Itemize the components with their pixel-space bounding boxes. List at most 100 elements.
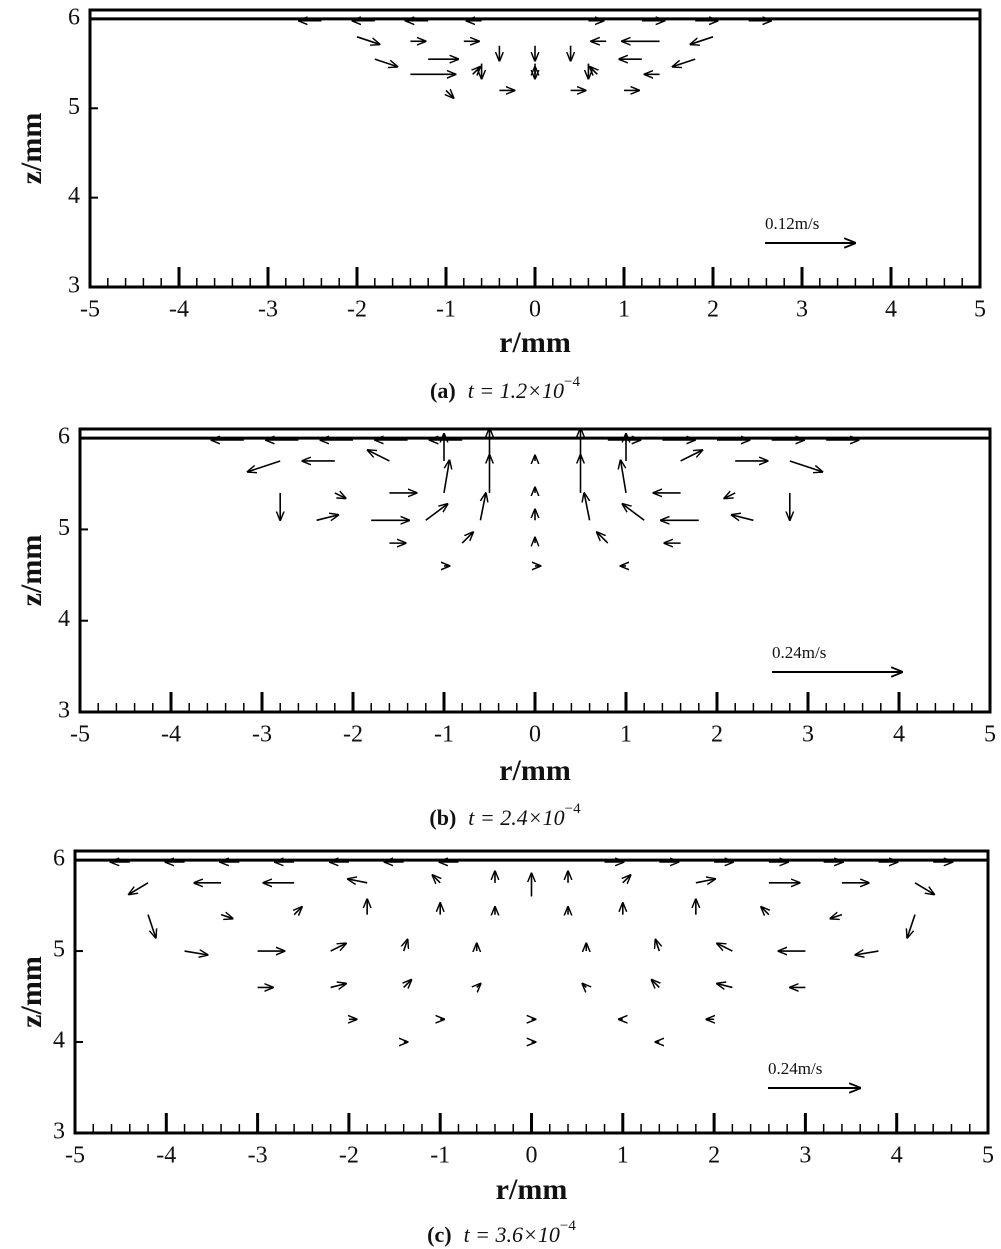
x-tick-label: 5 xyxy=(974,297,986,323)
x-axis-label: r/mm xyxy=(499,326,571,359)
caption-label: (c) xyxy=(427,1222,451,1247)
velocity-arrow xyxy=(220,915,233,919)
y-tick-label: 6 xyxy=(58,424,70,450)
velocity-arrow xyxy=(761,907,769,915)
x-tick-label: -2 xyxy=(339,1143,359,1169)
caption-label: (b) xyxy=(429,805,456,830)
velocity-arrow xyxy=(623,875,631,883)
y-tick-label: 3 xyxy=(53,1119,65,1145)
velocity-arrow xyxy=(316,515,339,520)
velocity-arrow xyxy=(623,504,645,521)
velocity-arrow xyxy=(582,984,586,988)
x-tick-label: 4 xyxy=(893,722,905,748)
x-tick-label: -5 xyxy=(70,722,90,748)
x-tick-label: -4 xyxy=(161,722,181,748)
velocity-arrow xyxy=(473,67,481,75)
caption-exponent: −4 xyxy=(564,374,580,390)
velocity-arrow xyxy=(855,951,879,955)
velocity-arrow xyxy=(717,984,733,988)
x-tick-label: -3 xyxy=(248,1143,268,1169)
x-tick-label: 0 xyxy=(526,1143,538,1169)
y-tick-label: 5 xyxy=(53,937,65,963)
x-axis-label: r/mm xyxy=(496,1173,568,1206)
y-tick-label: 4 xyxy=(58,606,70,632)
x-tick-label: 4 xyxy=(891,1143,903,1169)
x-tick-label: 0 xyxy=(529,297,541,323)
x-tick-label: 1 xyxy=(618,297,630,323)
caption: (a) t = 1.2×10−4 xyxy=(430,374,580,403)
velocity-arrow xyxy=(479,493,485,521)
y-axis-label: z/mm xyxy=(15,535,48,607)
y-tick-label: 5 xyxy=(58,515,70,541)
y-axis-label: z/mm xyxy=(15,956,48,1028)
caption-text: t = 1.2×10 xyxy=(468,378,564,403)
velocity-arrow xyxy=(724,493,736,498)
reference-label: 0.24m/s xyxy=(772,643,826,662)
x-axis-label: r/mm xyxy=(499,754,571,787)
velocity-arrow xyxy=(348,879,368,883)
velocity-arrow xyxy=(404,980,412,988)
velocity-arrow xyxy=(655,940,659,952)
velocity-arrow xyxy=(425,504,448,521)
x-tick-label: -5 xyxy=(80,297,100,323)
y-tick-label: 3 xyxy=(58,698,70,724)
caption-text: t = 2.4×10 xyxy=(468,805,564,830)
velocity-arrow xyxy=(184,951,208,955)
velocity-arrow xyxy=(717,943,733,952)
x-tick-label: 2 xyxy=(708,1143,720,1169)
panel: -5 -4 -3 -2 -1 0 1 2 3 4 5 3 4 5 6 r/mm z/mm 0.12m/s (a) t … xyxy=(15,4,986,403)
reference-label: 0.12m/s xyxy=(765,214,819,233)
velocity-arrow xyxy=(433,875,441,883)
x-tick-label: -5 xyxy=(65,1143,85,1169)
velocity-arrow xyxy=(374,58,398,67)
caption: (b) t = 2.4×10−4 xyxy=(429,801,581,830)
velocity-arrow xyxy=(652,980,660,988)
velocity-arrow xyxy=(334,493,346,498)
x-tick-label: -4 xyxy=(169,297,189,323)
x-tick-label: 2 xyxy=(707,297,719,323)
x-tick-label: -2 xyxy=(347,297,367,323)
velocity-arrow xyxy=(907,914,916,938)
velocity-arrow xyxy=(590,67,598,75)
panel: -5 -4 -3 -2 -1 0 1 2 3 4 5 3 4 5 6 r/mm z/mm 0.24m/s (b) t … xyxy=(15,424,996,830)
x-tick-label: 1 xyxy=(617,1143,629,1169)
x-tick-label: 4 xyxy=(885,297,897,323)
velocity-arrow xyxy=(443,460,449,494)
velocity-arrow xyxy=(248,460,281,472)
velocity-arrow xyxy=(621,460,627,494)
x-tick-label: 5 xyxy=(982,1143,994,1169)
x-tick-label: 3 xyxy=(796,297,808,323)
velocity-arrow xyxy=(461,532,473,544)
velocity-arrow xyxy=(584,493,591,521)
velocity-arrow xyxy=(830,915,843,919)
x-tick-label: -2 xyxy=(343,722,363,748)
velocity-arrow xyxy=(695,879,715,883)
x-tick-label: -1 xyxy=(434,722,454,748)
caption: (c) t = 3.6×10−4 xyxy=(427,1218,576,1247)
velocity-arrow xyxy=(356,36,380,45)
velocity-arrow xyxy=(914,882,934,895)
x-tick-label: -1 xyxy=(430,1143,450,1169)
y-tick-label: 4 xyxy=(53,1028,65,1054)
x-tick-label: 1 xyxy=(620,722,632,748)
velocity-arrow xyxy=(673,58,696,67)
x-tick-label: -3 xyxy=(258,297,278,323)
velocity-arrow xyxy=(597,532,609,544)
x-tick-label: -4 xyxy=(156,1143,176,1169)
panel: -5 -4 -3 -2 -1 0 1 2 3 4 5 3 4 5 6 r/mm z/mm 0.24m/s (c) t … xyxy=(15,846,994,1247)
velocity-arrow xyxy=(330,984,346,988)
velocity-arrow xyxy=(147,914,156,938)
velocity-arrow xyxy=(404,940,408,952)
x-tick-label: 0 xyxy=(529,722,541,748)
y-tick-label: 3 xyxy=(68,273,80,299)
x-tick-label: -1 xyxy=(436,297,456,323)
y-tick-label: 6 xyxy=(68,4,80,30)
x-tick-label: 3 xyxy=(802,722,814,748)
velocity-arrow xyxy=(368,450,390,462)
y-tick-label: 6 xyxy=(53,846,65,872)
velocity-arrow xyxy=(789,460,823,472)
reference-label: 0.24m/s xyxy=(768,1059,822,1078)
velocity-arrow xyxy=(691,36,714,45)
